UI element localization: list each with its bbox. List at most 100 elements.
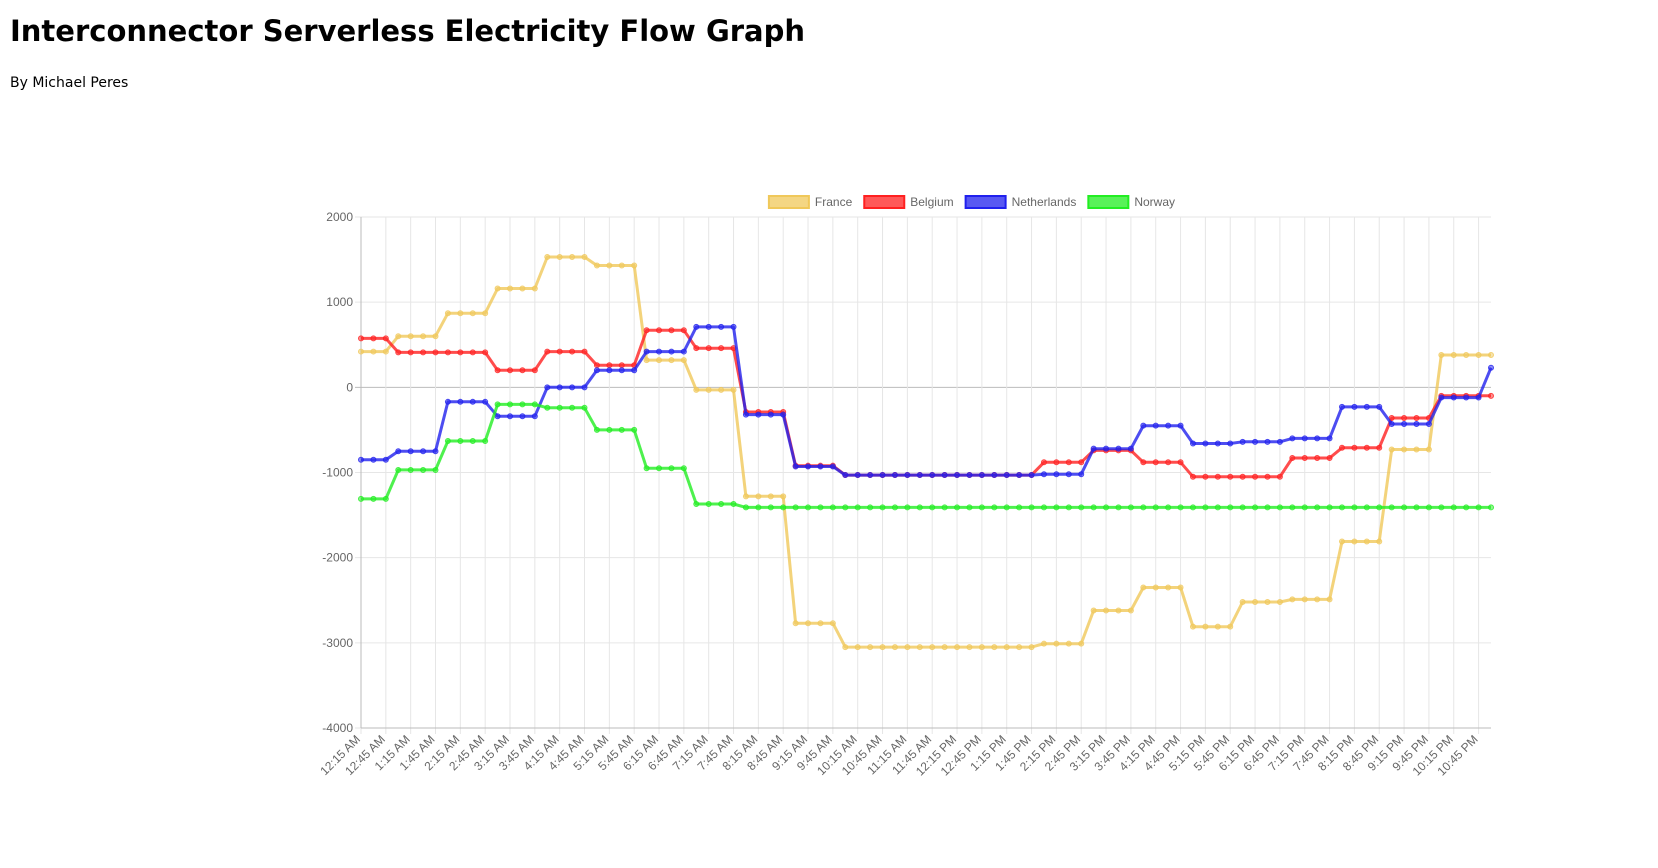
data-point [1388, 446, 1395, 453]
data-point [966, 472, 973, 479]
data-point [1314, 455, 1321, 462]
data-point [780, 493, 787, 500]
data-point [842, 504, 849, 511]
legend: France Belgium Netherlands Norway [767, 195, 1175, 209]
legend-item: Netherlands [964, 195, 1076, 209]
legend-label: Norway [1134, 195, 1175, 209]
series-line [361, 255, 1491, 649]
data-point [854, 472, 861, 479]
data-point [730, 386, 737, 393]
data-point [444, 310, 451, 317]
data-point [1488, 504, 1494, 511]
data-point [382, 495, 389, 502]
data-point [556, 348, 563, 355]
data-point [854, 504, 861, 511]
data-point [1363, 538, 1370, 545]
data-point [581, 384, 588, 391]
data-point [1276, 473, 1283, 480]
data-point [867, 644, 874, 651]
data-point [755, 411, 762, 418]
data-point [1413, 414, 1420, 421]
legend-swatch [863, 195, 906, 209]
data-point [941, 644, 948, 651]
data-point [755, 504, 762, 511]
data-point [1326, 435, 1333, 442]
data-point [1078, 640, 1085, 647]
data-point [1227, 440, 1234, 447]
data-point [1140, 504, 1147, 511]
data-point [780, 504, 787, 511]
data-point [1115, 504, 1122, 511]
data-point [482, 310, 489, 317]
data-point [507, 285, 514, 292]
y-tick-label: -2000 [322, 551, 353, 565]
data-point [618, 367, 625, 374]
data-point [395, 349, 402, 356]
data-point [1127, 504, 1134, 511]
data-point [1438, 394, 1445, 401]
data-point [457, 398, 464, 405]
data-point [1252, 438, 1259, 445]
data-point [879, 472, 886, 479]
data-point [569, 404, 576, 411]
data-point [1239, 438, 1246, 445]
data-point [519, 401, 526, 408]
data-point [755, 493, 762, 500]
data-point [420, 333, 427, 340]
data-point [1165, 504, 1172, 511]
data-point [643, 465, 650, 472]
legend-label: Belgium [910, 195, 953, 209]
data-point [1227, 504, 1234, 511]
data-point [581, 348, 588, 355]
data-point [1040, 459, 1047, 466]
data-point [680, 465, 687, 472]
data-point [954, 644, 961, 651]
data-point [370, 456, 377, 463]
data-point [420, 466, 427, 473]
data-point [767, 411, 774, 418]
data-point [929, 472, 936, 479]
data-point [978, 504, 985, 511]
data-point [805, 504, 812, 511]
data-point [1351, 403, 1358, 410]
data-point [482, 437, 489, 444]
data-point [1214, 440, 1221, 447]
data-point [742, 493, 749, 500]
data-point [742, 411, 749, 418]
data-point [718, 386, 725, 393]
data-point [507, 367, 514, 374]
data-point [693, 345, 700, 352]
data-point [718, 501, 725, 508]
data-point [1301, 435, 1308, 442]
data-point [1264, 438, 1271, 445]
data-point [1065, 471, 1072, 478]
data-point [395, 333, 402, 340]
data-point [444, 437, 451, 444]
data-point [1065, 640, 1072, 647]
data-point [1425, 446, 1432, 453]
data-point [444, 349, 451, 356]
data-point [1214, 473, 1221, 480]
data-point [569, 254, 576, 261]
data-point [1053, 640, 1060, 647]
data-point [1202, 473, 1209, 480]
data-point [1351, 538, 1358, 545]
y-tick-label: 1000 [326, 295, 353, 309]
data-point [929, 504, 936, 511]
data-point [556, 254, 563, 261]
data-point [705, 386, 712, 393]
data-point [991, 504, 998, 511]
data-point [1127, 445, 1134, 452]
data-point [407, 333, 414, 340]
data-point [891, 644, 898, 651]
data-point [1078, 471, 1085, 478]
data-point [1003, 472, 1010, 479]
data-point [1053, 471, 1060, 478]
data-point [382, 348, 389, 355]
data-point [867, 472, 874, 479]
data-point [1227, 473, 1234, 480]
data-point [1438, 504, 1445, 511]
data-point [1314, 596, 1321, 603]
data-point [705, 345, 712, 352]
